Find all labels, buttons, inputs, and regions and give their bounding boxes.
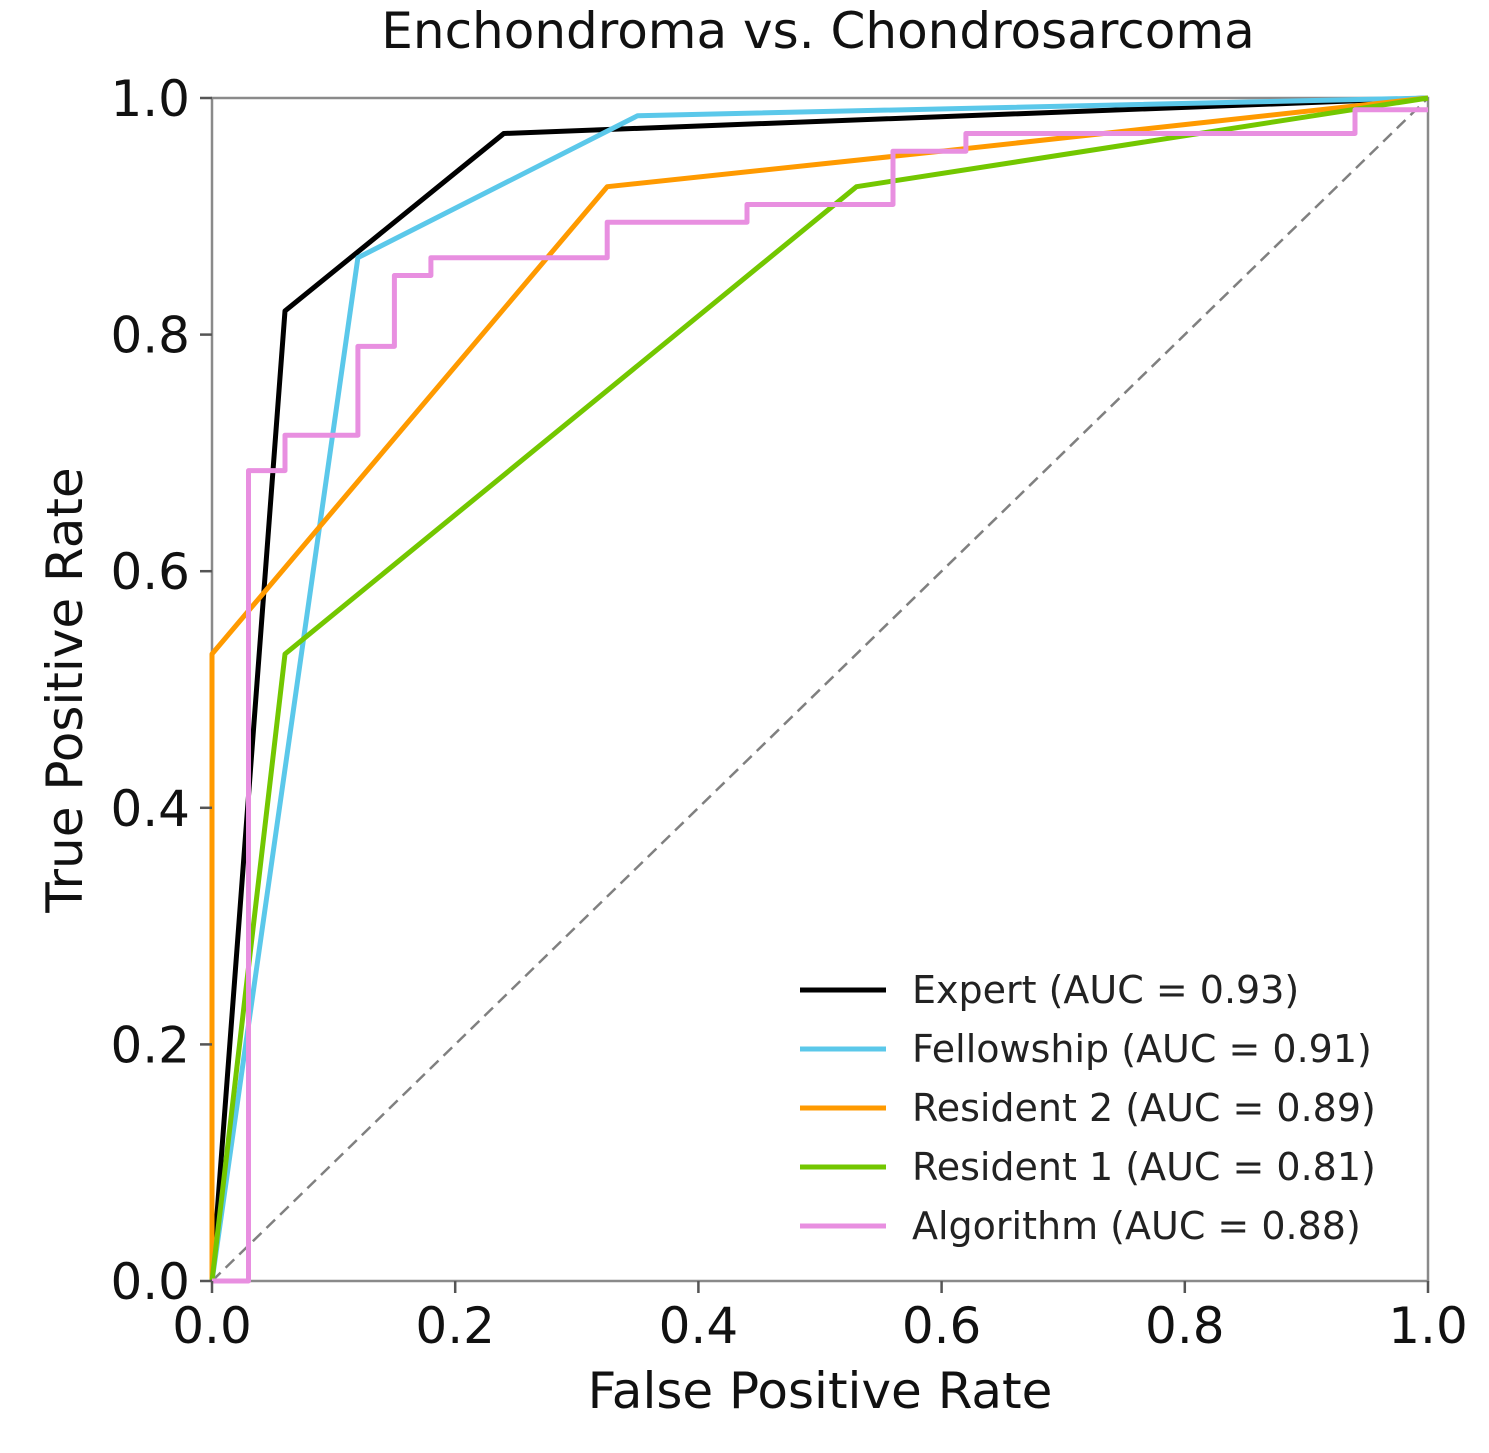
x-tick-label: 0.6 bbox=[902, 1297, 982, 1355]
y-tick-label: 0.0 bbox=[110, 1253, 190, 1311]
legend-label-2: Fellowship (AUC = 0.91) bbox=[912, 1027, 1372, 1071]
x-tick-label: 0.4 bbox=[659, 1297, 739, 1355]
y-tick-label: 0.2 bbox=[110, 1016, 190, 1074]
x-tick-label: 1.0 bbox=[1388, 1297, 1468, 1355]
x-tick-label: 0.8 bbox=[1145, 1297, 1225, 1355]
y-tick-label: 1.0 bbox=[110, 70, 190, 128]
chart-title: Enchondroma vs. Chondrosarcoma bbox=[381, 2, 1254, 60]
x-tick-label: 0.0 bbox=[172, 1297, 252, 1355]
chance-reference-line bbox=[211, 97, 1429, 1282]
legend-label-5: Algorithm (AUC = 0.88) bbox=[912, 1204, 1361, 1248]
legend-label-4: Resident 1 (AUC = 0.81) bbox=[912, 1145, 1376, 1189]
y-tick-label: 0.8 bbox=[110, 307, 190, 365]
series-line-2 bbox=[209, 95, 1429, 1282]
x-axis-label: False Positive Rate bbox=[588, 1362, 1053, 1420]
series-line-5 bbox=[212, 107, 1428, 1284]
y-tick-label: 0.6 bbox=[110, 543, 190, 601]
y-tick-label: 0.4 bbox=[110, 780, 190, 838]
legend-label-3: Resident 2 (AUC = 0.89) bbox=[912, 1086, 1376, 1130]
x-tick-label: 0.2 bbox=[415, 1297, 495, 1355]
legend: Expert (AUC = 0.93) Fellowship (AUC = 0.9… bbox=[800, 968, 1376, 1248]
y-axis-label: True Positive Rate bbox=[36, 467, 94, 913]
axis-ticks: 0.00.0 0.2 0.2 0.4 0.4 0.6 0.6 0.8 0.8 1.0 1.0 bbox=[110, 70, 1467, 1355]
series-line-1 bbox=[209, 95, 1429, 1282]
series-layer bbox=[209, 95, 1429, 1284]
legend-label-1: Expert (AUC = 0.93) bbox=[912, 968, 1299, 1012]
